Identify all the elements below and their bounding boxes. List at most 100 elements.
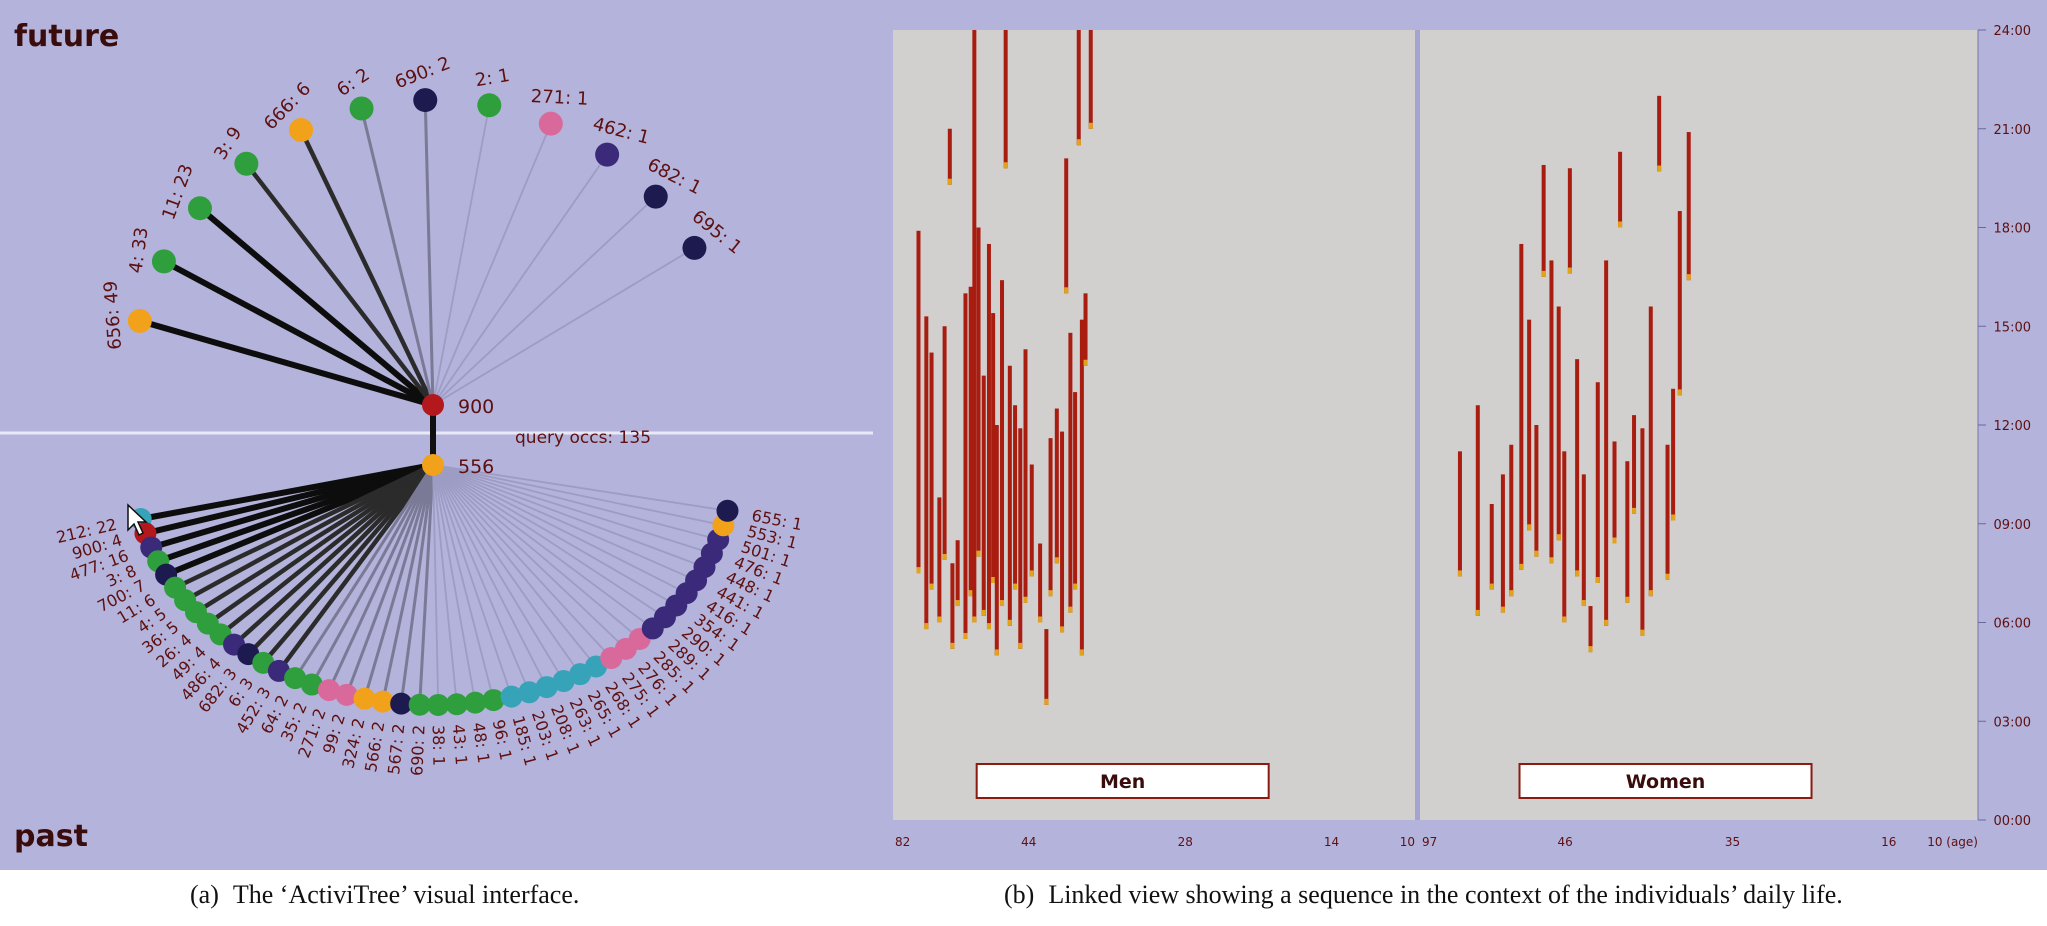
group-legend-box[interactable] (1518, 763, 1813, 799)
activity-bar[interactable] (1000, 280, 1005, 607)
future-node[interactable] (595, 142, 620, 167)
linked-view-canvas[interactable]: 24:00 21:00 18:00 15:00 12:00 09:00 06:00 03:00… (873, 0, 2047, 870)
activity-bar[interactable] (1475, 405, 1480, 616)
past-node[interactable] (535, 676, 558, 699)
past-node[interactable] (427, 693, 450, 716)
activity-bar[interactable] (1575, 359, 1580, 577)
past-node[interactable] (518, 681, 541, 704)
past-node[interactable] (464, 691, 487, 714)
activity-bar[interactable] (1640, 428, 1645, 636)
activity-bar[interactable] (981, 375, 986, 616)
past-node[interactable] (353, 687, 376, 710)
activity-bar[interactable] (1612, 441, 1617, 544)
future-node[interactable] (349, 96, 374, 121)
activity-bar[interactable] (1044, 629, 1049, 705)
past-node[interactable] (335, 683, 358, 706)
activity-bar[interactable] (1023, 349, 1028, 603)
past-node[interactable] (445, 693, 468, 716)
future-node[interactable] (187, 196, 212, 221)
activity-bar[interactable] (991, 313, 996, 583)
activity-bar[interactable] (1657, 95, 1662, 172)
activity-bar[interactable] (1007, 365, 1012, 626)
activity-bar[interactable] (916, 230, 921, 574)
activity-bar[interactable] (937, 497, 942, 623)
future-node[interactable] (413, 88, 438, 113)
activity-bar[interactable] (1003, 30, 1008, 169)
activity-bar[interactable] (1068, 332, 1073, 613)
past-node[interactable] (318, 679, 341, 702)
activity-bar[interactable] (950, 563, 955, 649)
activity-bar[interactable] (1595, 382, 1600, 583)
past-node[interactable] (284, 667, 307, 690)
past-node[interactable] (371, 690, 394, 713)
activity-bar[interactable] (1500, 474, 1505, 613)
past-node[interactable] (552, 670, 575, 693)
future-node[interactable] (682, 235, 707, 260)
activity-bar[interactable] (1581, 474, 1586, 607)
past-node[interactable] (716, 499, 739, 522)
activity-bar[interactable] (1588, 606, 1593, 653)
activity-bar[interactable] (1076, 30, 1081, 146)
activity-bar[interactable] (1618, 151, 1623, 228)
activity-bar[interactable] (1088, 30, 1093, 129)
activity-bar[interactable] (986, 243, 991, 630)
activity-bar[interactable] (1625, 461, 1630, 603)
group-legend-box[interactable] (975, 763, 1270, 799)
activity-bar[interactable] (1018, 428, 1023, 649)
activity-bar[interactable] (1604, 260, 1609, 626)
activity-bar[interactable] (1079, 319, 1084, 656)
query-node-bottom[interactable] (422, 454, 444, 476)
activity-bar[interactable] (942, 326, 947, 560)
activity-bar[interactable] (924, 316, 929, 630)
activity-bar[interactable] (1567, 168, 1572, 274)
activity-bar[interactable] (1648, 306, 1653, 597)
activity-bar[interactable] (1549, 260, 1554, 564)
activity-bar[interactable] (1556, 306, 1561, 541)
activity-bar[interactable] (1457, 451, 1462, 577)
activity-bar[interactable] (1519, 243, 1524, 570)
activity-bar[interactable] (1541, 164, 1546, 277)
future-node[interactable] (538, 111, 563, 136)
activity-bar[interactable] (1013, 405, 1018, 590)
future-node[interactable] (127, 308, 152, 333)
activity-bar[interactable] (1038, 543, 1043, 623)
activity-bar[interactable] (1060, 431, 1065, 633)
activity-bar[interactable] (968, 286, 973, 597)
future-node[interactable] (151, 249, 176, 274)
activity-bar[interactable] (1527, 319, 1532, 531)
activity-bar[interactable] (1054, 408, 1059, 564)
activity-bar[interactable] (1671, 388, 1676, 521)
activitree-panel: 656: 49 4: 33 11: 23 3: 9 666: 6 6: 2 690: 2 2:… (0, 0, 878, 870)
activity-bar[interactable] (929, 352, 934, 590)
activity-bar[interactable] (1048, 438, 1053, 597)
activity-bar[interactable] (1083, 293, 1088, 366)
activity-bar[interactable] (955, 540, 960, 607)
past-node[interactable] (390, 692, 413, 715)
activity-bar[interactable] (1665, 444, 1670, 580)
activity-bar[interactable] (963, 293, 968, 639)
past-node[interactable] (500, 685, 523, 708)
activity-bar[interactable] (1562, 451, 1567, 623)
activity-bar[interactable] (1677, 211, 1682, 396)
future-node[interactable] (289, 118, 314, 143)
activity-bar[interactable] (994, 425, 999, 656)
past-node[interactable] (300, 673, 323, 696)
activity-bar[interactable] (972, 30, 977, 623)
activity-bar[interactable] (1686, 132, 1691, 281)
activity-bar[interactable] (947, 128, 952, 185)
activity-bar[interactable] (1509, 444, 1514, 597)
activity-bar[interactable] (1064, 158, 1069, 294)
future-node[interactable] (234, 151, 259, 176)
future-node[interactable] (643, 184, 668, 209)
activity-bar[interactable] (1029, 464, 1034, 577)
future-node[interactable] (477, 93, 502, 118)
activity-bar[interactable] (976, 227, 981, 557)
activity-bar[interactable] (1632, 415, 1637, 514)
past-node[interactable] (408, 693, 431, 716)
activity-bar[interactable] (1489, 504, 1494, 590)
past-node[interactable] (482, 689, 505, 712)
query-node-top[interactable] (422, 394, 444, 416)
activity-bar[interactable] (1073, 392, 1078, 590)
activity-bar[interactable] (1534, 425, 1539, 557)
